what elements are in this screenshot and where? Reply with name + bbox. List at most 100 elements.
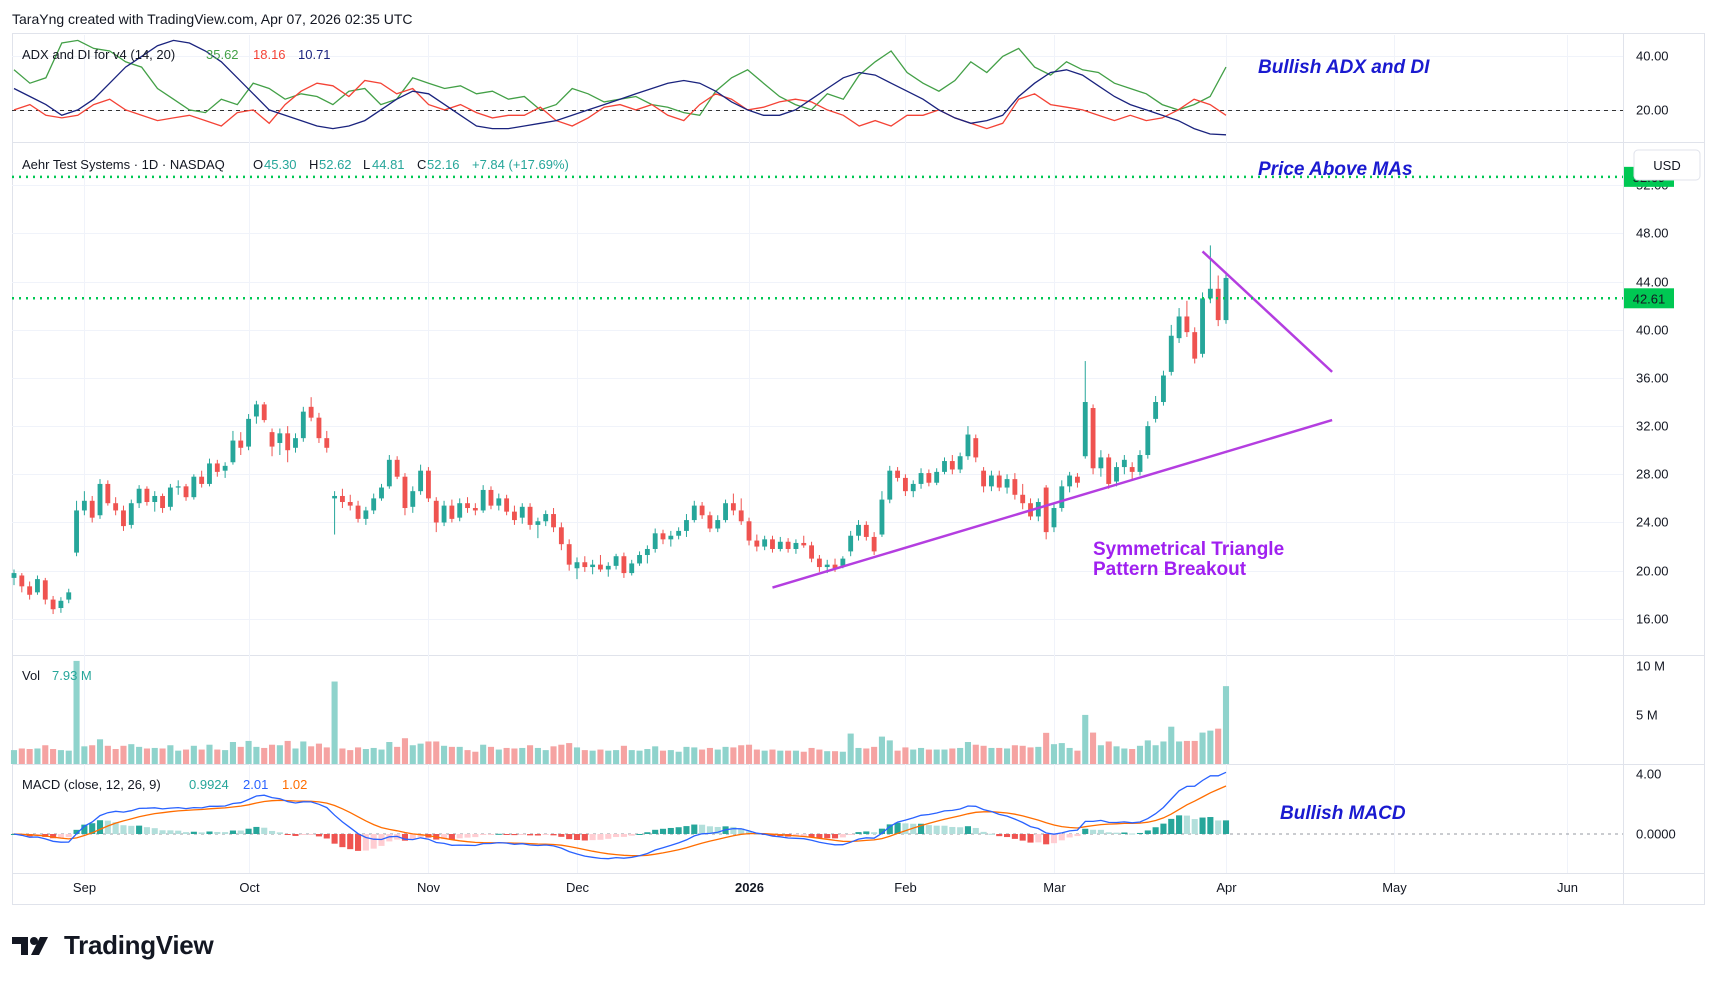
- grid-lines: [12, 33, 1705, 905]
- macd-histogram-bar: [957, 827, 964, 834]
- chart-frame: [12, 33, 1705, 905]
- volume-bar: [534, 747, 541, 764]
- macd-histogram-bar: [1136, 832, 1144, 834]
- volume-bar: [198, 749, 205, 764]
- macd-histogram-bar: [706, 826, 713, 834]
- volume-bar: [339, 748, 346, 764]
- macd-histogram-bar: [558, 834, 565, 837]
- volume-bar: [347, 750, 354, 764]
- volume-bar: [409, 745, 416, 764]
- candle-body: [418, 470, 424, 492]
- volume-bar: [1043, 732, 1050, 764]
- volume-bar: [1074, 750, 1081, 764]
- macd-histogram-bar: [1176, 815, 1183, 834]
- macd-histogram-bar: [464, 834, 471, 838]
- macd-histogram-bar: [1152, 827, 1159, 834]
- volume-bar: [355, 747, 362, 764]
- macd-histogram-bar: [441, 834, 448, 840]
- volume-bar: [1176, 741, 1183, 764]
- macd-histogram-bar: [214, 831, 221, 834]
- volume-bar: [472, 751, 479, 764]
- volume-bar: [448, 746, 455, 764]
- x-axis-label: 2026: [735, 880, 764, 895]
- volume-bar: [722, 746, 729, 764]
- candle-body: [269, 432, 275, 447]
- macd-histogram-bar: [96, 820, 104, 834]
- volume-bar: [863, 748, 870, 764]
- macd-histogram-bar: [261, 827, 268, 834]
- candle-body: [113, 503, 119, 511]
- macd-histogram-bar: [511, 834, 518, 836]
- macd-histogram-bar: [104, 820, 111, 834]
- macd-histogram-bar: [855, 832, 862, 834]
- macd-histogram-bar: [628, 834, 635, 836]
- price-axis-tick: 48.00: [1636, 226, 1669, 241]
- volume-bar: [323, 747, 330, 764]
- volume-bar: [628, 750, 635, 764]
- volume-bar: [1011, 745, 1018, 764]
- volume-bar: [1168, 726, 1175, 764]
- candle-body: [699, 505, 705, 516]
- volume-bar: [964, 742, 972, 764]
- candle-body: [1161, 375, 1166, 403]
- macd-histogram-bar: [1144, 830, 1151, 834]
- macd-axis-tick: 4.00: [1636, 767, 1661, 782]
- plus-di-value: 35.62: [206, 47, 239, 62]
- candle-body: [707, 515, 713, 529]
- volume-bar: [1097, 745, 1104, 764]
- macd-histogram-bar: [1160, 823, 1167, 834]
- macd-histogram-bar: [331, 834, 338, 844]
- candle-body: [1184, 316, 1190, 333]
- candle-body: [918, 473, 924, 484]
- volume-bar: [894, 750, 901, 764]
- macd-histogram-bar: [143, 827, 150, 834]
- macd-histogram-bar: [182, 832, 190, 834]
- volume-bar: [362, 749, 369, 764]
- price-level-tag: [1624, 288, 1674, 309]
- currency-button[interactable]: [1633, 149, 1701, 181]
- macd-legend-name: MACD (close, 12, 26, 9): [22, 777, 161, 792]
- macd-histogram-bar: [1129, 833, 1136, 835]
- macd-histogram-bar: [495, 833, 502, 835]
- volume-axis-tick: 5 M: [1636, 708, 1658, 723]
- chart-credit: TaraYng created with TradingView.com, Ap…: [12, 11, 413, 27]
- macd-histogram-bar: [401, 834, 409, 841]
- volume-bar: [988, 747, 995, 764]
- price-axis-tick: 20.00: [1636, 564, 1669, 579]
- price-axis-tick: 40.00: [1636, 323, 1669, 338]
- macd-histogram-bar: [972, 827, 979, 834]
- volume-bar: [253, 746, 260, 764]
- candle-body: [566, 544, 572, 565]
- volume-bar: [933, 749, 940, 764]
- macd-histogram-bar: [988, 833, 995, 835]
- candle-body: [402, 476, 408, 509]
- candle-body: [605, 565, 611, 570]
- annotation-bullish-macd: Bullish MACD: [1280, 803, 1406, 824]
- volume-bar: [300, 741, 307, 764]
- macd-histogram-bar: [167, 830, 174, 834]
- trendline-resistance: [1201, 250, 1333, 373]
- candle-body: [629, 563, 635, 574]
- volume-bar: [566, 743, 573, 764]
- candle-body: [261, 404, 267, 421]
- candle-body: [1137, 455, 1143, 472]
- volume-bar: [1129, 749, 1136, 764]
- candle-body: [1090, 408, 1096, 469]
- candle-body: [1168, 335, 1174, 372]
- candle-body: [293, 438, 298, 448]
- volume-bar: [331, 681, 338, 764]
- macd-histogram-bar: [417, 834, 424, 838]
- macd-histogram-bar: [863, 831, 870, 834]
- macd-histogram-bar: [659, 828, 667, 834]
- candle-body: [81, 500, 87, 511]
- macd-histogram-bar: [50, 834, 57, 839]
- volume-bar: [847, 733, 854, 764]
- price-axis-tick: 24.00: [1636, 515, 1669, 530]
- candle-body: [1075, 476, 1080, 483]
- macd-signal-line: [13, 785, 1227, 857]
- volume-bar: [738, 745, 745, 764]
- macd-histogram-bar: [409, 834, 416, 840]
- adx-value: 10.71: [298, 47, 331, 62]
- tradingview-logo[interactable]: TradingView: [12, 930, 214, 961]
